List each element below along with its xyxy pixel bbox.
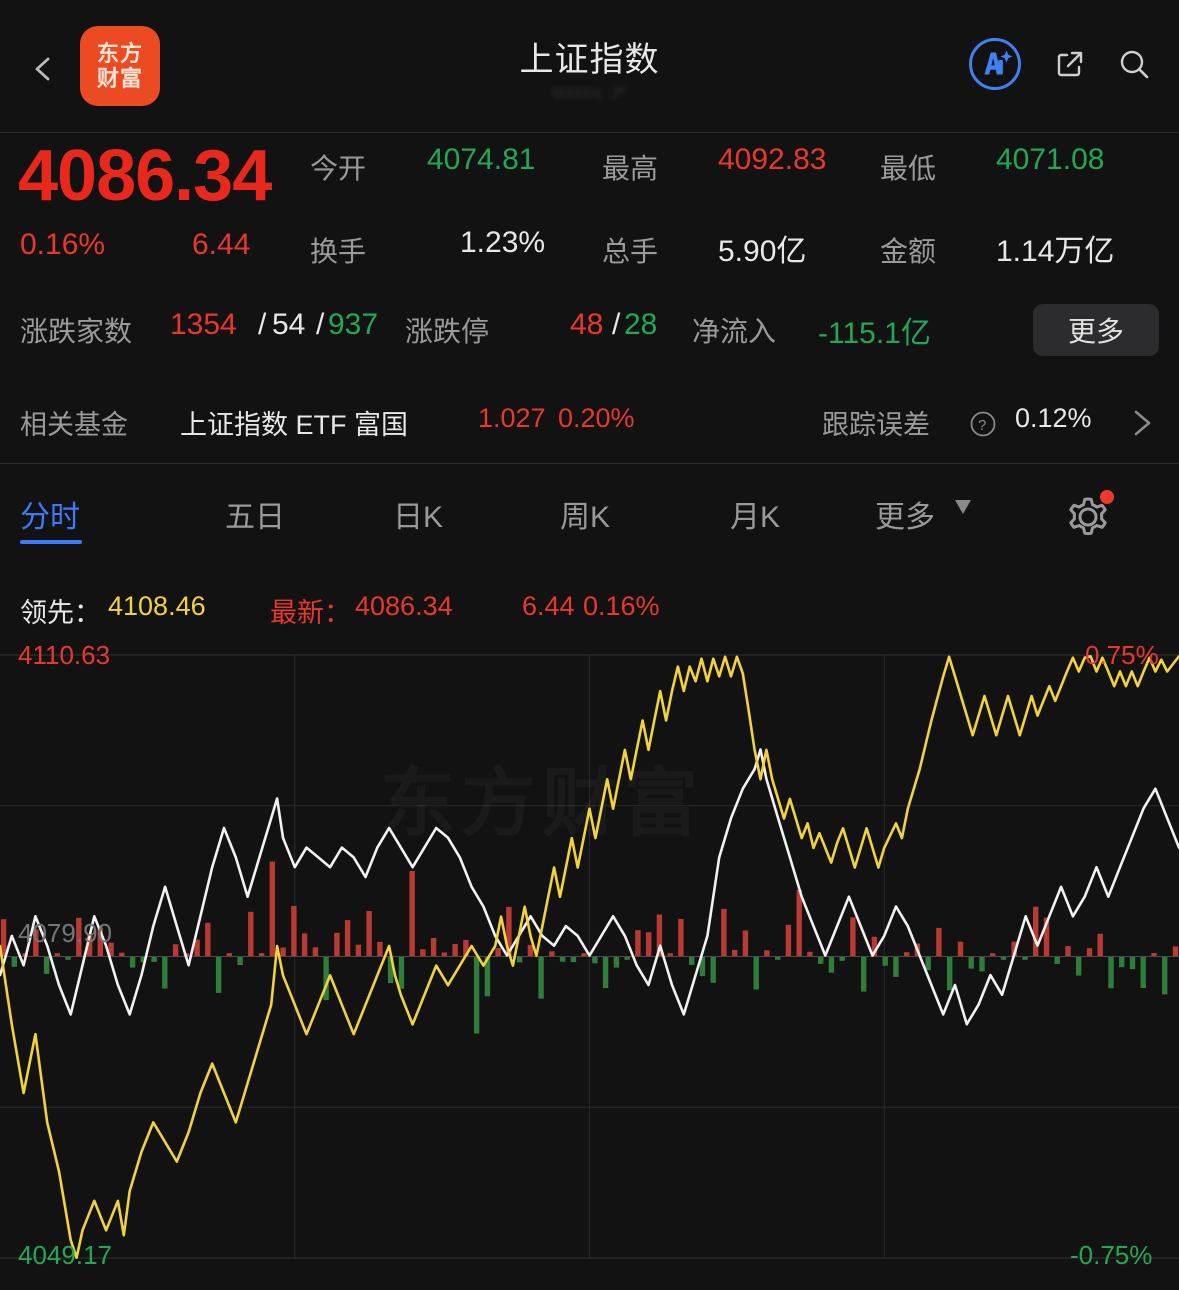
svg-text:?: ? bbox=[978, 417, 986, 434]
